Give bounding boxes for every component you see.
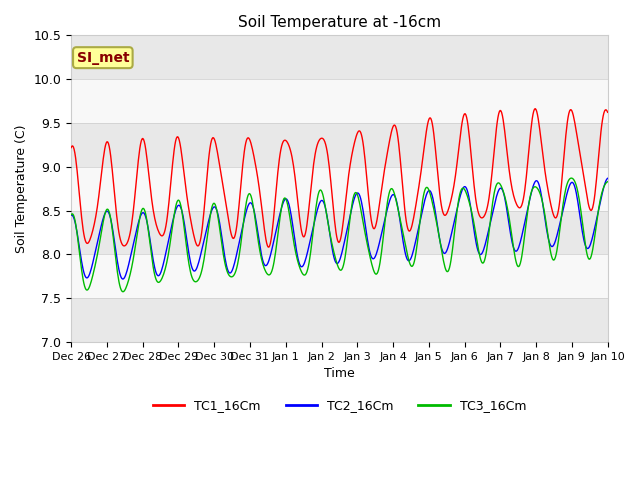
Title: Soil Temperature at -16cm: Soil Temperature at -16cm	[238, 15, 441, 30]
Bar	[71, 79, 607, 123]
Bar	[71, 298, 607, 342]
Text: SI_met: SI_met	[77, 51, 129, 65]
Bar	[71, 254, 607, 298]
Bar	[71, 36, 607, 79]
Bar	[71, 123, 607, 167]
X-axis label: Time: Time	[324, 367, 355, 380]
Y-axis label: Soil Temperature (C): Soil Temperature (C)	[15, 124, 28, 253]
Bar	[71, 211, 607, 254]
Bar	[71, 167, 607, 211]
Legend: TC1_16Cm, TC2_16Cm, TC3_16Cm: TC1_16Cm, TC2_16Cm, TC3_16Cm	[148, 394, 531, 417]
